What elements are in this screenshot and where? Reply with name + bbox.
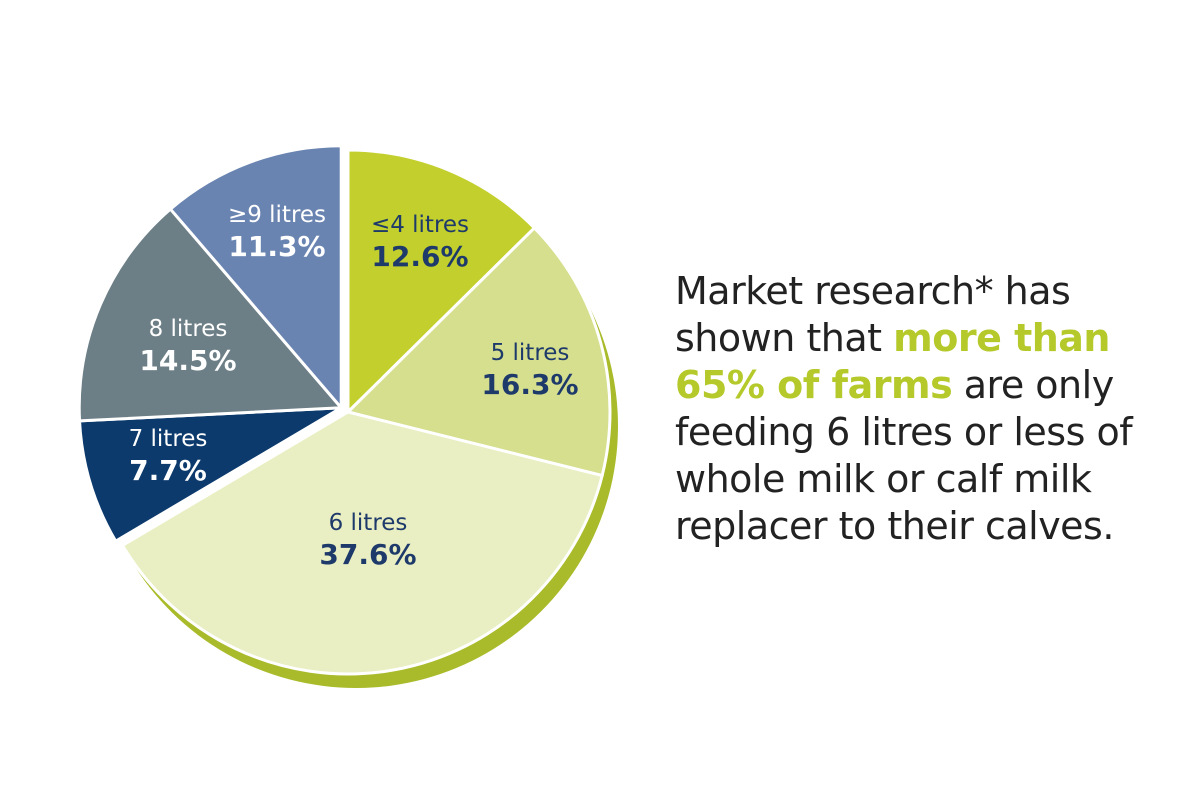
slice-label: 7 litres	[129, 426, 208, 452]
caption-text: Market research* has shown that more tha…	[675, 268, 1175, 550]
caption-highlight: more than 65% of farms	[675, 316, 1110, 407]
slice-label: 5 litres	[491, 340, 570, 366]
pie-slice	[78, 406, 343, 543]
slice-value-label: 12.6%	[371, 240, 468, 273]
caption-part-1: Market research* has shown that	[675, 269, 1071, 360]
pie-slice	[346, 148, 536, 414]
slice-value-label: 7.7%	[129, 454, 207, 487]
slice-value-label: 16.3%	[481, 368, 578, 401]
pie-slice	[168, 144, 343, 410]
pie-slice	[120, 410, 604, 676]
caption-part-2: are only feeding 6 litres or less of who…	[675, 363, 1133, 548]
slice-value-label: 37.6%	[319, 538, 416, 571]
pie-slice	[346, 226, 612, 478]
slice-label: 8 litres	[149, 316, 228, 342]
pie-slice	[77, 207, 343, 423]
slice-value-label: 14.5%	[139, 344, 236, 377]
slice-label: ≤4 litres	[371, 212, 469, 238]
slice-value-label: 11.3%	[228, 230, 325, 263]
slice-label: ≥9 litres	[228, 202, 326, 228]
slice-label: 6 litres	[329, 510, 408, 536]
